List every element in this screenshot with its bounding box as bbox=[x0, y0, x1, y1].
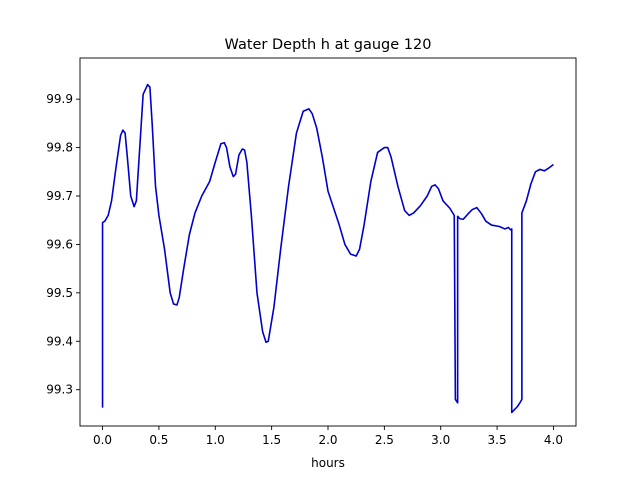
y-tick-label: 99.7 bbox=[46, 189, 73, 203]
x-axis-label: hours bbox=[311, 456, 345, 470]
y-tick-label: 99.8 bbox=[46, 141, 73, 155]
y-tick-label: 99.6 bbox=[46, 237, 73, 251]
x-tick-label: 0.5 bbox=[149, 433, 168, 447]
x-tick-label: 4.0 bbox=[544, 433, 563, 447]
y-tick-label: 99.3 bbox=[46, 383, 73, 397]
y-tick-label: 99.4 bbox=[46, 334, 73, 348]
x-tick-label: 3.0 bbox=[431, 433, 450, 447]
x-tick-label: 1.5 bbox=[262, 433, 281, 447]
y-tick-label: 99.9 bbox=[46, 92, 73, 106]
x-tick-label: 0.0 bbox=[93, 433, 112, 447]
series-line-0 bbox=[101, 83, 554, 414]
y-tick-label: 99.5 bbox=[46, 286, 73, 300]
x-tick-label: 1.0 bbox=[206, 433, 225, 447]
y-axis: 99.3 99.4 99.5 99.6 99.7 99.8 99.9 bbox=[46, 92, 80, 397]
x-axis: 0.0 0.5 1.0 1.5 2.0 2.5 3.0 3.5 4.0 bbox=[93, 426, 563, 447]
x-tick-label: 2.5 bbox=[375, 433, 394, 447]
x-tick-label: 3.5 bbox=[488, 433, 507, 447]
chart-title: Water Depth h at gauge 120 bbox=[225, 37, 432, 53]
x-tick-label: 2.0 bbox=[318, 433, 337, 447]
